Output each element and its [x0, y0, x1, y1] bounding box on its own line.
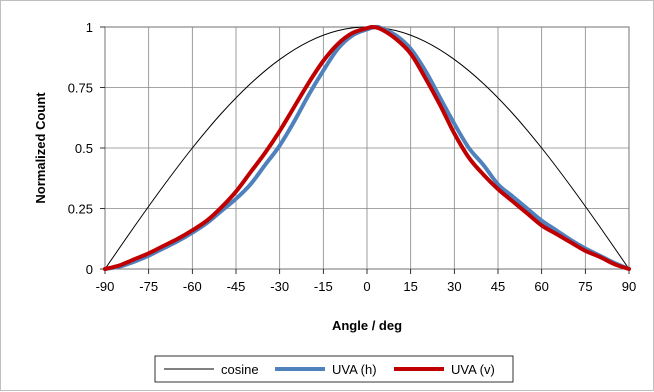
legend-label-cosine: cosine [221, 362, 259, 377]
x-tick-label: 75 [578, 279, 592, 294]
x-tick-label: 15 [403, 279, 417, 294]
x-tick-label: 60 [534, 279, 548, 294]
series-lines [103, 24, 631, 271]
y-tick-label: 0.25 [68, 202, 93, 217]
x-tick-label: 45 [491, 279, 505, 294]
y-tick-label: 0 [86, 262, 93, 277]
y-tick-label: 1 [86, 20, 93, 35]
legend-label-uva-v: UVA (v) [451, 362, 495, 377]
x-tick-label: -30 [270, 279, 289, 294]
x-tick-label: 0 [363, 279, 370, 294]
y-axis-title: Normalized Count [33, 92, 48, 204]
series-uva-v [103, 24, 631, 271]
x-tick-label: -15 [314, 279, 333, 294]
y-tick-label: 0.5 [75, 141, 93, 156]
x-tick-label: -75 [139, 279, 158, 294]
x-tick-label: -60 [183, 279, 202, 294]
tick-labels: -90 -75 -60 -45 -30 -15 0 15 30 45 60 75 90 0 0.25 0.5 0… [68, 20, 637, 294]
x-tick-label: -90 [96, 279, 115, 294]
y-tick-label: 0.75 [68, 81, 93, 96]
legend: cosine UVA (h) UVA (v) [154, 355, 514, 383]
x-tick-label: 30 [447, 279, 461, 294]
legend-box [154, 355, 514, 383]
legend-label-uva-h: UVA (h) [332, 362, 377, 377]
x-axis-title: Angle / deg [332, 318, 402, 333]
x-tick-label: -45 [227, 279, 246, 294]
x-tick-label: 90 [622, 279, 636, 294]
